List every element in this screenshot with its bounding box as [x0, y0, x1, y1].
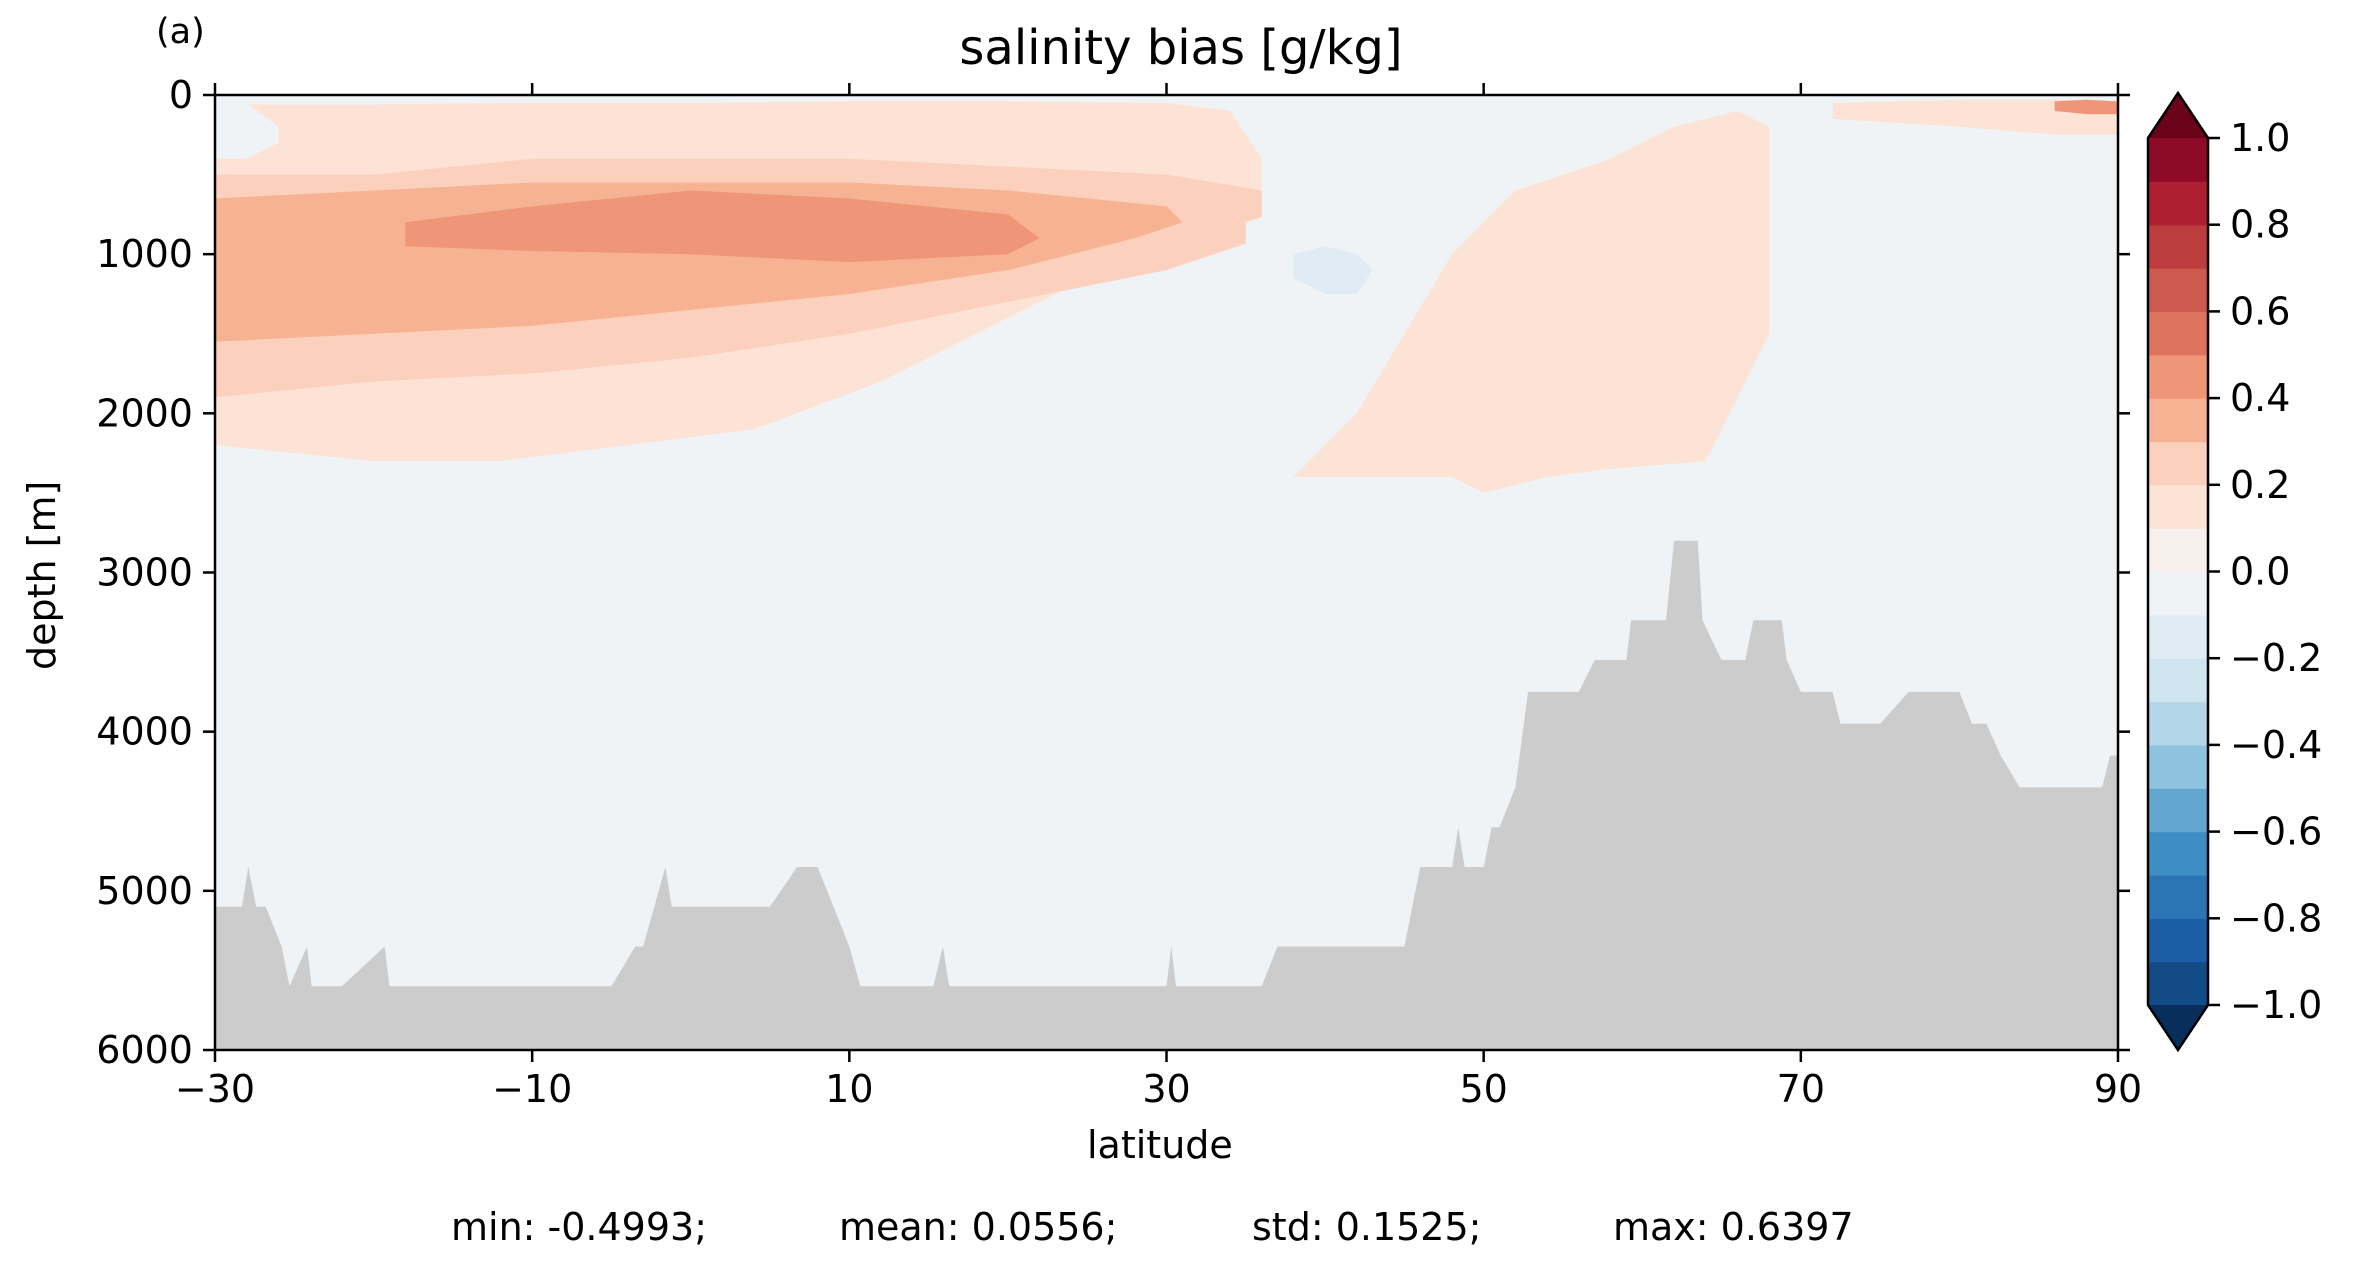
x-tick-label: −10 [492, 1067, 572, 1111]
x-axis-label: latitude [1087, 1123, 1233, 1167]
x-axis: −30 −10 10 30 50 70 90 [175, 83, 2142, 1111]
colorbar-segment [2148, 138, 2208, 182]
stat-min: min: -0.4993; [451, 1205, 708, 1249]
colorbar-tick-label: −0.4 [2230, 723, 2322, 767]
contour-region-8 [215, 103, 279, 159]
y-tick-label: 5000 [96, 869, 193, 913]
chart-title: salinity bias [g/kg] [959, 20, 1403, 76]
contour-fill-layer [215, 99, 2118, 923]
colorbar-segment [2148, 961, 2208, 1006]
x-tick-label: 30 [1142, 1067, 1190, 1111]
contour-region-4 [1293, 110, 1770, 493]
y-tick-label: 6000 [96, 1028, 193, 1072]
colorbar-segment [2148, 701, 2208, 746]
y-axis: 0 1000 2000 3000 4000 5000 6000 [96, 73, 2130, 1072]
contour-region-5 [230, 604, 1484, 923]
colorbar-under-triangle [2148, 1005, 2208, 1050]
colorbar-segment [2148, 224, 2208, 269]
colorbar-tick-label: 0.2 [2230, 463, 2290, 507]
stat-mean: mean: 0.0556; [839, 1205, 1118, 1249]
colorbar-segment [2148, 788, 2208, 833]
colorbar-segment [2148, 874, 2208, 919]
y-tick-label: 0 [169, 73, 193, 117]
panel-label: (a) [156, 12, 205, 52]
colorbar-tick-label: −1.0 [2230, 983, 2322, 1027]
y-tick-label: 4000 [96, 710, 193, 754]
x-tick-label: 90 [2094, 1067, 2142, 1111]
bathymetry-land-mask [215, 540, 2118, 1050]
y-tick-label: 2000 [96, 391, 193, 435]
colorbar: −1.0 −0.8 −0.6 −0.4 −0.2 0.0 0.2 0.4 0.6 0.8 1.0 [2146, 90, 2322, 1053]
contour-region-3 [405, 190, 1040, 263]
stat-max: max: 0.6397 [1613, 1205, 1854, 1249]
colorbar-segment [2148, 528, 2208, 573]
colorbar-tick-label: −0.6 [2230, 810, 2322, 854]
contour-region-9 [1832, 99, 2118, 135]
colorbar-tick-label: −0.8 [2230, 896, 2322, 940]
x-tick-label: 70 [1777, 1067, 1825, 1111]
x-tick-label: 50 [1459, 1067, 1507, 1111]
y-tick-label: 3000 [96, 551, 193, 595]
colorbar-segment [2148, 311, 2208, 356]
colorbar-segment [2148, 658, 2208, 703]
y-tick-label: 1000 [96, 232, 193, 276]
colorbar-segment [2148, 181, 2208, 226]
colorbar-tick-label: 0.8 [2230, 203, 2290, 247]
contour-region-10 [2054, 99, 2118, 115]
stat-std: std: 0.1525; [1252, 1205, 1482, 1249]
colorbar-segment [2148, 354, 2208, 399]
colorbar-segment [2148, 744, 2208, 789]
colorbar-tick-label: −0.2 [2230, 636, 2322, 680]
colorbar-segment [2148, 831, 2208, 876]
y-axis-label: depth [m] [20, 480, 64, 670]
colorbar-segment [2148, 918, 2208, 963]
colorbar-segment [2148, 571, 2208, 616]
colorbar-segment [2148, 441, 2208, 486]
colorbar-tick-label: 0.6 [2230, 289, 2290, 333]
contour-region-7 [1293, 246, 1373, 294]
colorbar-segment [2148, 484, 2208, 529]
colorbar-segment [2148, 268, 2208, 312]
x-tick-label: −30 [175, 1067, 255, 1111]
colorbar-tick-label: 0.0 [2230, 550, 2290, 594]
colorbar-segment [2148, 398, 2208, 443]
colorbar-over-triangle [2148, 93, 2208, 138]
x-tick-label: 10 [825, 1067, 873, 1111]
colorbar-tick-label: 0.4 [2230, 376, 2290, 420]
colorbar-segment [2148, 614, 2208, 659]
colorbar-tick-label: 1.0 [2230, 116, 2290, 160]
